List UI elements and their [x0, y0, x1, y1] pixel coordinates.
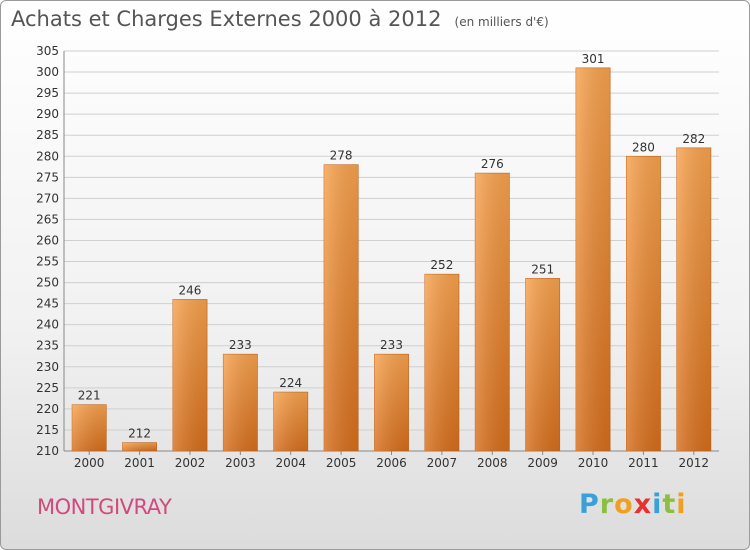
label-layer: 221 2000 212 2001 246 2002 233 2003 224 2004 278 20… [74, 52, 709, 470]
bar-shade [374, 354, 409, 451]
x-tick-label: 2010 [578, 456, 609, 470]
bar-shade [575, 67, 611, 451]
logo-letter: o [614, 489, 634, 520]
y-tick-label: 220 [36, 402, 59, 416]
brand-logo: Proxiti [579, 489, 687, 520]
y-tick-label: 245 [36, 297, 59, 311]
x-tick-label: 2011 [628, 456, 659, 470]
x-tick-label: 2007 [427, 456, 458, 470]
value-label: 280 [632, 140, 655, 154]
bar-shade [626, 156, 661, 451]
y-tick-label: 215 [36, 423, 59, 437]
x-tick-label: 2008 [477, 456, 508, 470]
y-tick-label: 240 [36, 318, 59, 332]
bar-shade [122, 442, 157, 451]
y-tick-label: 280 [36, 149, 59, 163]
value-label: 212 [128, 427, 151, 441]
logo-letter: x [633, 489, 653, 520]
bar-shade [72, 404, 107, 451]
chart-subtitle: (en milliers d'€) [454, 15, 549, 29]
x-tick-label: 2000 [74, 456, 105, 470]
y-tick-label: 300 [36, 65, 59, 79]
bar-shade [424, 274, 460, 451]
x-tick-label: 2004 [275, 456, 306, 470]
y-tick-label: 230 [36, 360, 59, 374]
x-tick-label: 2009 [527, 456, 558, 470]
y-tick-label: 210 [36, 444, 59, 458]
x-tick-label: 2002 [175, 456, 206, 470]
logo-letter: P [579, 489, 600, 520]
bar-shade [223, 354, 258, 451]
bar-layer [71, 67, 712, 452]
bar-shade [172, 299, 208, 451]
y-tick-label: 290 [36, 107, 59, 121]
x-tick-label: 2005 [326, 456, 357, 470]
value-label: 233 [380, 338, 403, 352]
logo-letter: i [676, 489, 687, 520]
bar-shade [273, 392, 308, 451]
bar-shade [525, 278, 560, 451]
y-tick-label: 265 [36, 212, 59, 226]
value-label: 251 [531, 262, 554, 276]
logo-letter: i [652, 489, 663, 520]
value-label: 278 [330, 149, 353, 163]
x-tick-label: 2001 [124, 456, 155, 470]
y-tick-label: 255 [36, 255, 59, 269]
value-label: 246 [179, 283, 202, 297]
value-label: 301 [582, 52, 605, 66]
logo-letter: r [599, 489, 615, 520]
chart-title-block: Achats et Charges Externes 2000 à 2012 (… [11, 7, 549, 31]
location-label: MONTGIVRAY [37, 495, 172, 519]
y-tick-label: 275 [36, 170, 59, 184]
y-tick-label: 250 [36, 276, 59, 290]
value-label: 276 [481, 157, 504, 171]
y-tick-label: 295 [36, 86, 59, 100]
y-tick-label: 235 [36, 339, 59, 353]
y-tick-label: 285 [36, 128, 59, 142]
logo-letter: t [662, 489, 677, 520]
y-tick-label: 225 [36, 381, 59, 395]
value-label: 233 [229, 338, 252, 352]
y-tick-label: 270 [36, 191, 59, 205]
x-tick-label: 2003 [225, 456, 256, 470]
x-tick-label: 2006 [376, 456, 407, 470]
chart-title: Achats et Charges Externes 2000 à 2012 [11, 7, 442, 31]
value-label: 224 [279, 376, 302, 390]
y-tick-label: 305 [36, 44, 59, 58]
x-tick-label: 2012 [679, 456, 710, 470]
y-tick-label: 260 [36, 233, 59, 247]
bar-shade [475, 173, 510, 451]
value-label: 252 [430, 258, 453, 272]
value-label: 282 [682, 132, 705, 146]
bar-shade [676, 147, 711, 451]
value-label: 221 [78, 389, 101, 403]
bar-shade [323, 164, 359, 451]
